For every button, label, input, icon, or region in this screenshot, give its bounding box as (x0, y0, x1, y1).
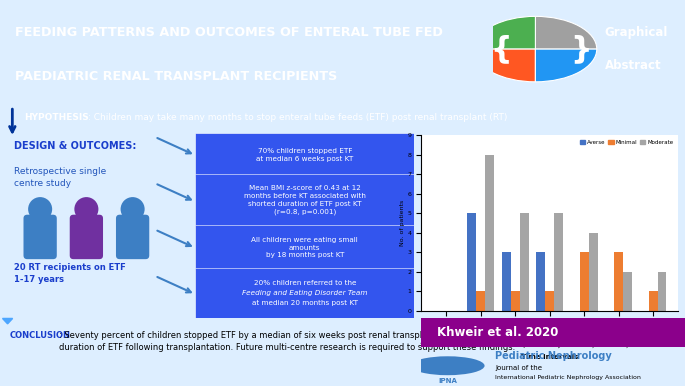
Bar (520, 213, 529, 311)
FancyBboxPatch shape (70, 215, 103, 259)
Polygon shape (3, 318, 12, 324)
Wedge shape (474, 16, 536, 49)
Bar (467, 213, 476, 311)
Bar (511, 291, 520, 311)
Bar (580, 252, 588, 311)
Text: IPNA: IPNA (438, 378, 457, 384)
Text: Graphical: Graphical (604, 26, 668, 39)
X-axis label: Time intervals: Time intervals (521, 354, 578, 360)
Bar (554, 213, 563, 311)
Text: PAEDIATRIC RENAL TRANSPLANT RECIPIENTS: PAEDIATRIC RENAL TRANSPLANT RECIPIENTS (15, 70, 337, 83)
Circle shape (28, 197, 52, 221)
Text: FEEDING PATTERNS AND OUTCOMES OF ENTERAL TUBE FED: FEEDING PATTERNS AND OUTCOMES OF ENTERAL… (15, 26, 443, 39)
Legend: Averse, Minimal, Moderate: Averse, Minimal, Moderate (577, 138, 675, 147)
Bar (536, 252, 545, 311)
Text: 20% children referred to the: 20% children referred to the (253, 280, 356, 286)
Bar (476, 291, 485, 311)
Text: Pediatric Nephrology: Pediatric Nephrology (495, 351, 612, 361)
Text: International Pediatric Nephrology Association: International Pediatric Nephrology Assoc… (495, 375, 641, 380)
Bar (485, 155, 495, 311)
Text: All children were eating small
amounts
by 18 months post KT: All children were eating small amounts b… (251, 237, 358, 258)
Wedge shape (536, 49, 597, 82)
Text: Khweir et al. 2020: Khweir et al. 2020 (437, 326, 558, 339)
Bar (545, 291, 554, 311)
FancyBboxPatch shape (195, 225, 414, 270)
Text: {: { (490, 35, 512, 64)
Bar (588, 233, 597, 311)
Bar (502, 252, 511, 311)
Text: 20 RT recipients on ETF
1-17 years: 20 RT recipients on ETF 1-17 years (14, 263, 126, 284)
FancyBboxPatch shape (23, 215, 57, 259)
Y-axis label: No. of patients: No. of patients (400, 200, 405, 246)
Circle shape (75, 197, 99, 221)
Text: at median 20 months post KT: at median 20 months post KT (252, 300, 358, 306)
FancyBboxPatch shape (421, 318, 685, 347)
FancyBboxPatch shape (195, 174, 414, 227)
Text: }: } (571, 35, 593, 64)
Text: Journal of the: Journal of the (495, 365, 542, 371)
Text: : Seventy percent of children stopped ETF by a median of six weeks post renal tr: : Seventy percent of children stopped ET… (59, 330, 680, 352)
Circle shape (411, 356, 484, 375)
Bar (649, 291, 658, 311)
FancyBboxPatch shape (195, 133, 414, 177)
Text: 70% children stopped ETF
at median 6 weeks post KT: 70% children stopped ETF at median 6 wee… (256, 148, 353, 162)
Text: Abstract: Abstract (604, 59, 661, 72)
Text: DESIGN & OUTCOMES:: DESIGN & OUTCOMES: (14, 141, 136, 151)
Text: CONCLUSION: CONCLUSION (10, 330, 71, 340)
Text: HYPOTHESIS: HYPOTHESIS (24, 113, 89, 122)
Bar (658, 272, 667, 311)
FancyBboxPatch shape (116, 215, 149, 259)
Bar (623, 272, 632, 311)
Circle shape (121, 197, 145, 221)
Wedge shape (536, 16, 597, 49)
Bar (614, 252, 623, 311)
Text: Retrospective single
centre study: Retrospective single centre study (14, 166, 106, 188)
Text: : Children may take many months to stop enteral tube feeds (ETF) post renal tran: : Children may take many months to stop … (88, 113, 507, 122)
Text: Mean BMI z-score of 0.43 at 12
months before KT associated with
shorted duration: Mean BMI z-score of 0.43 at 12 months be… (244, 185, 366, 215)
FancyBboxPatch shape (195, 268, 414, 318)
Wedge shape (474, 49, 536, 82)
Text: Feeding and Eating Disorder Team: Feeding and Eating Disorder Team (242, 290, 368, 296)
